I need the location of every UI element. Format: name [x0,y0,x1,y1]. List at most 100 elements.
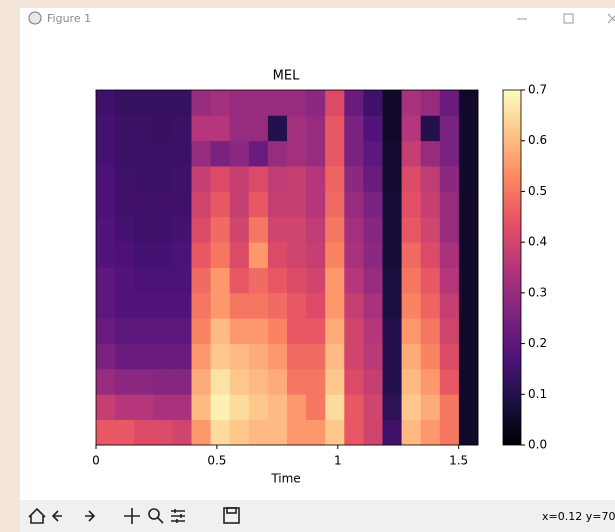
configure-button[interactable] [171,509,185,523]
heatmap-cell [230,394,250,420]
heatmap-cell [287,420,307,446]
heatmap-cell [172,394,192,420]
heatmap-cell [306,90,326,116]
heatmap-cell [230,166,250,192]
heatmap-cell [249,166,268,192]
heatmap-cell [363,344,383,370]
heatmap-cell [268,217,288,243]
heatmap-cell [383,369,403,395]
heatmap-cell [383,420,403,446]
x-tick-label: 1.5 [449,454,468,468]
heatmap-cell [268,166,288,192]
heatmap-cell [172,318,192,344]
heatmap-cell [306,242,326,268]
colorbar-tick-label: 0.2 [528,336,547,350]
heatmap-cell [325,242,345,268]
heatmap-cell [402,191,422,217]
heatmap-cell [344,293,364,319]
heatmap-cell [402,369,422,395]
heatmap-cell [192,318,212,344]
colorbar-tick-label: 0.4 [528,235,547,249]
heatmap-cell [402,166,422,192]
heatmap-cell [230,344,250,370]
heatmap-cell [421,90,441,116]
heatmap-cell [383,344,403,370]
heatmap-cell [459,166,479,192]
heatmap-cell [115,166,135,192]
heatmap-cell [459,268,479,294]
colorbar-tick-label: 0.1 [528,387,547,401]
heatmap-cell [211,242,231,268]
heatmap-cell [383,115,403,141]
heatmap-cell [134,141,154,167]
heatmap-cell [115,344,135,370]
heatmap-cell [325,217,345,243]
x-tick-label: 0.5 [207,454,226,468]
status-text: x=0.12 y=70.0 [542,510,615,523]
heatmap-cell [153,369,173,395]
heatmap-cell [211,166,231,192]
heatmap-cell [115,268,135,294]
heatmap-cell [153,217,173,243]
heatmap-cell [134,90,154,116]
heatmap-cell [306,166,326,192]
heatmap-cell [287,242,307,268]
heatmap-cell [344,115,364,141]
heatmap-cell [115,141,135,167]
heatmap-cell [134,369,154,395]
heatmap-cell [115,90,135,116]
heatmap-cell [402,141,422,167]
heatmap-cell [325,293,345,319]
heatmap-cell [344,90,364,116]
heatmap-cell [153,293,173,319]
colorbar-tick-label: 0.7 [528,83,547,97]
heatmap-cell [459,90,479,116]
heatmap-cell [230,141,250,167]
heatmap-cell [421,268,441,294]
heatmap-cell [325,318,345,344]
heatmap-cell [459,115,479,141]
heatmap-cell [363,268,383,294]
heatmap-cell [421,166,441,192]
heatmap-cell [268,344,288,370]
heatmap-cell [459,369,479,395]
figure-window: Figure 1 MEL Time x=0.12 y=70.0 00.511.5… [0,0,615,532]
heatmap-cell [363,242,383,268]
heatmap-cell [249,242,268,268]
heatmap-cell [383,166,403,192]
heatmap-cell [230,90,250,116]
heatmap-cell [402,293,422,319]
heatmap-cell [363,369,383,395]
heatmap-cell [249,268,268,294]
heatmap-cell [192,420,212,446]
heatmap-cell [344,344,364,370]
heatmap-cell [440,166,460,192]
heatmap-cell [440,394,460,420]
heatmap-cell [421,141,441,167]
heatmap-cell [268,369,288,395]
heatmap-cell [153,90,173,116]
heatmap-cell [287,141,307,167]
heatmap-cell [287,90,307,116]
heatmap-cell [287,115,307,141]
heatmap-cell [230,420,250,446]
heatmap-cell [440,293,460,319]
heatmap-cell [153,394,173,420]
heatmap-cell [421,115,441,141]
heatmap-cell [344,268,364,294]
heatmap-cell [134,242,154,268]
heatmap-cell [192,115,212,141]
heatmap-cell [96,268,116,294]
heatmap-cell [134,394,154,420]
heatmap-cell [172,166,192,192]
heatmap-cell [172,369,192,395]
heatmap-cell [192,166,212,192]
heatmap-cell [363,420,383,446]
heatmap-cell [440,191,460,217]
x-tick-label: 1 [334,454,342,468]
heatmap-cell [344,141,364,167]
toolbar [20,500,615,532]
heatmap-cell [192,217,212,243]
heatmap-cell [383,318,403,344]
heatmap-cell [268,293,288,319]
